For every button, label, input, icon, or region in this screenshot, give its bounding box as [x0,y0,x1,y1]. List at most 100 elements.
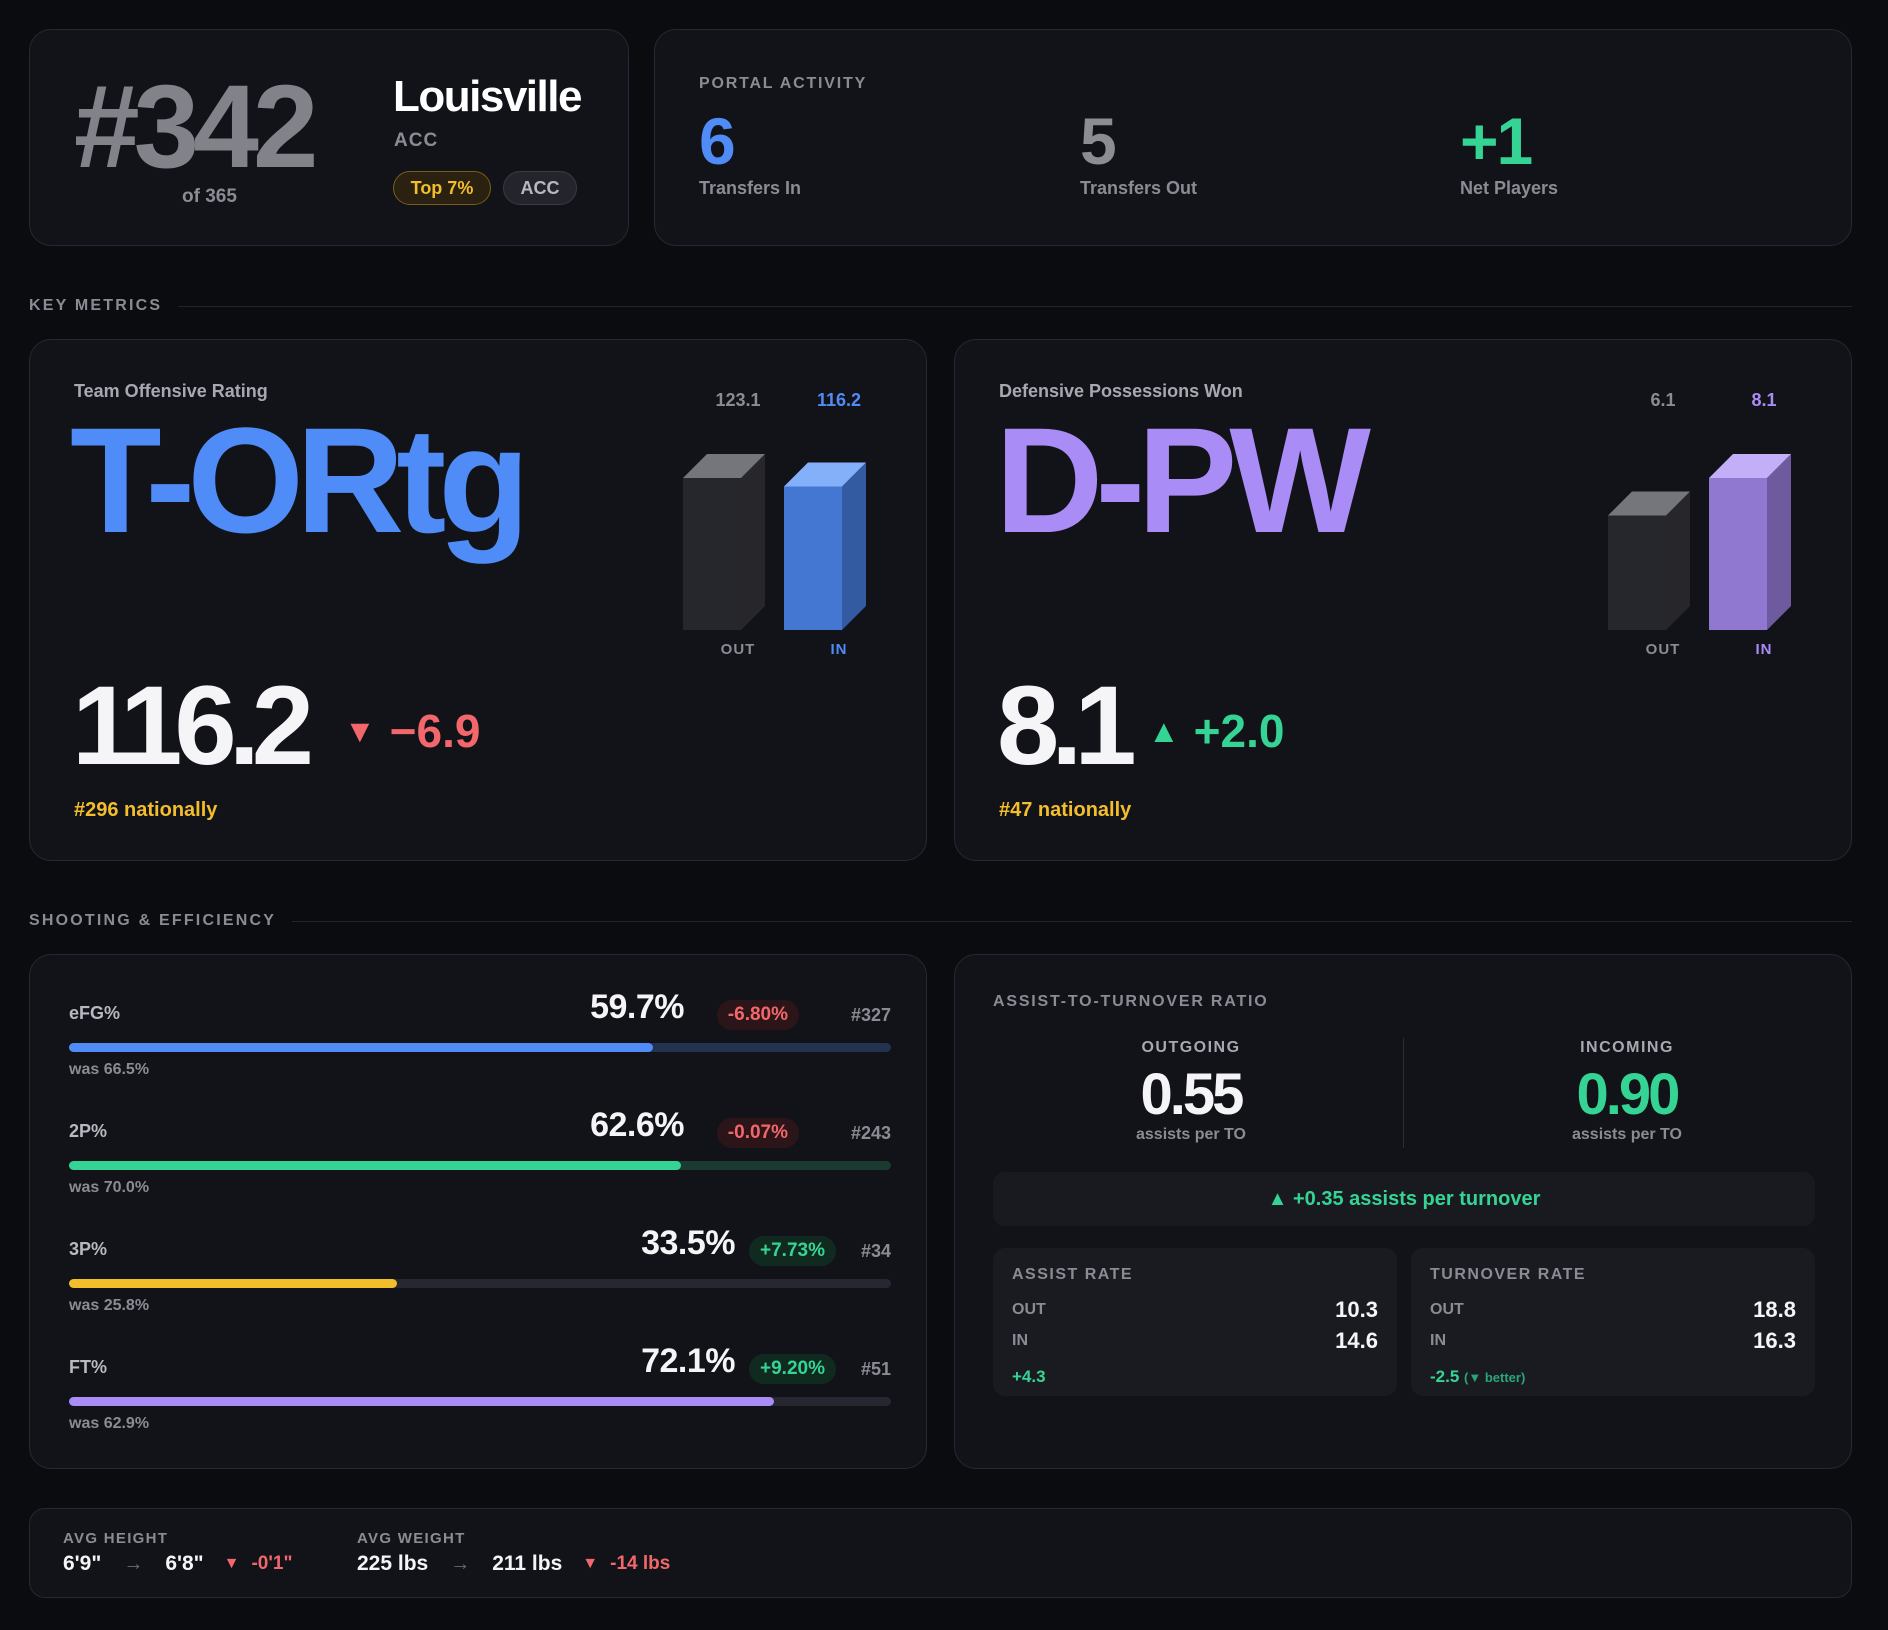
out-bar-front [683,478,741,630]
stat-name: 2P% [69,1121,108,1141]
transfers-out-label: Transfers Out [1080,178,1198,198]
out-bar-side [1666,491,1690,630]
down-triangle-icon: ▼ [223,1555,240,1572]
height-before: 6'9" [63,1552,102,1575]
net-players-stat: +1 Net Players [1460,108,1558,199]
turnover-out-value: 18.8 [1753,1297,1796,1322]
top-percent-badge: Top 7% [393,171,491,205]
stat-name: 3P% [69,1239,108,1259]
metric-delta: ▲ +2.0 [1148,708,1284,754]
net-players-value: +1 [1460,104,1533,178]
arrow-right-icon: → [450,1552,471,1575]
metric-value: 8.1 [997,663,1137,788]
in-bar-front [1709,478,1767,630]
metric-card-ortg: Team Offensive Rating T-ORtg 123.1 116.2… [29,339,927,861]
portal-activity-card: PORTAL ACTIVITY 6 Transfers In 5 Transfe… [654,29,1852,246]
national-rank-label: #296 nationally [74,799,218,821]
transfers-in-label: Transfers In [699,178,802,198]
metric-value: 116.2 [72,663,314,788]
metric-card-dpw: Defensive Possessions Won D-PW 6.1 8.1 O… [954,339,1852,861]
stat-name: eFG% [69,1003,121,1023]
incoming-ratio: INCOMING 0.90 assists per TO [1477,1039,1777,1144]
avg-weight-label: AVG WEIGHT [357,1530,466,1547]
out-axis-label: OUT [720,641,756,658]
in-bar-top [1709,454,1791,478]
shooting-row-ft: FT% 72.1% +9.20% #51 was 62.9% [69,1309,891,1432]
stat-track [69,1161,891,1170]
national-rank-label: #47 nationally [999,799,1132,821]
turnover-rate-card: TURNOVER RATE OUT 18.8 IN 16.3 -2.5 (▼ b… [1411,1248,1815,1396]
incoming-unit: assists per TO [1572,1125,1682,1143]
avg-height-label: AVG HEIGHT [63,1530,169,1547]
ratio-title: ASSIST-TO-TURNOVER RATIO [993,993,1269,1010]
down-triangle-icon: ▼ [344,713,376,749]
section-divider [292,920,1852,922]
stat-value: 59.7% [590,988,684,1026]
weight-before: 225 lbs [357,1552,429,1575]
assist-out-label: OUT [1012,1301,1046,1318]
team-name: Louisville [393,72,582,121]
weight-after: 211 lbs [492,1552,563,1575]
stat-previous: was 62.9% [69,1415,150,1432]
out-in-bar-chart [683,454,866,630]
in-axis-label: IN [1755,641,1773,658]
in-value-label: 116.2 [816,390,862,410]
stat-rank: #243 [850,1123,891,1143]
turnover-delta-value: -2.5 [1430,1367,1460,1386]
team-conference: ACC [394,130,439,151]
shooting-row-efg: eFG% 59.7% -6.80% #327 was 66.5% [69,955,891,1078]
out-value-label: 123.1 [715,390,761,410]
conference-badge: ACC [503,171,577,205]
metric-delta-value: +2.0 [1193,705,1285,757]
avg-height: AVG HEIGHT 6'9" → 6'8" ▼ -0'1" [63,1530,292,1576]
stat-previous: was 66.5% [69,1061,150,1078]
transfers-out-value: 5 [1080,104,1117,178]
section-divider [178,305,1852,307]
metric-subtitle: Defensive Possessions Won [999,381,1243,401]
stat-change-badge: +7.73% [749,1236,836,1266]
assist-rate-title: ASSIST RATE [1012,1266,1134,1283]
assist-turnover-card: ASSIST-TO-TURNOVER RATIO OUTGOING 0.55 a… [954,954,1852,1469]
in-bar-front [784,486,842,630]
stat-change-badge: +9.20% [749,1354,836,1384]
avg-weight: AVG WEIGHT 225 lbs → 211 lbs ▼ -14 lbs [357,1530,670,1576]
assist-rate-card: ASSIST RATE OUT 10.3 IN 14.6 +4.3 [993,1248,1397,1396]
stat-rank: #34 [860,1241,891,1261]
stat-fill [69,1043,653,1052]
incoming-label: INCOMING [1580,1039,1674,1056]
stat-track [69,1279,891,1288]
up-triangle-icon: ▲ [1148,713,1180,749]
stat-value: 72.1% [641,1342,735,1380]
out-in-bar-chart [1608,454,1791,630]
turnover-delta-note: (▼ better) [1464,1370,1526,1385]
stat-fill [69,1161,682,1170]
out-bar-front [1608,515,1666,630]
weight-delta: -14 lbs [610,1553,671,1574]
stat-previous: was 70.0% [69,1179,150,1196]
metric-subtitle: Team Offensive Rating [74,381,268,401]
out-bar-top [1608,491,1690,516]
stat-rank: #51 [860,1359,891,1379]
assist-in-value: 14.6 [1335,1328,1378,1353]
key-metrics-header: KEY METRICS [29,296,1852,316]
rank-total: of 365 [182,186,237,207]
incoming-value: 0.90 [1576,1062,1681,1127]
stat-change-badge: -0.07% [716,1118,799,1148]
transfers-in-stat: 6 Transfers In [699,108,801,199]
in-bar-side [842,462,866,630]
physical-card: AVG HEIGHT 6'9" → 6'8" ▼ -0'1" AVG WEIGH… [29,1508,1852,1598]
stat-name: FT% [69,1357,107,1377]
assist-rate-delta: +4.3 [1012,1367,1046,1386]
stat-value: 62.6% [590,1106,684,1144]
arrow-right-icon: → [123,1552,144,1575]
out-bar-side [741,454,765,630]
stat-value: 33.5% [641,1224,735,1262]
outgoing-ratio: OUTGOING 0.55 assists per TO [1041,1039,1341,1144]
metric-delta: ▼ −6.9 [344,708,480,754]
ratio-divider [1403,1038,1404,1148]
shooting-title: SHOOTING & EFFICIENCY [29,912,277,929]
stat-track [69,1397,891,1406]
turnover-in-label: IN [1430,1332,1446,1349]
metric-acronym: T-ORtg [70,396,530,564]
transfers-out-stat: 5 Transfers Out [1080,108,1197,199]
